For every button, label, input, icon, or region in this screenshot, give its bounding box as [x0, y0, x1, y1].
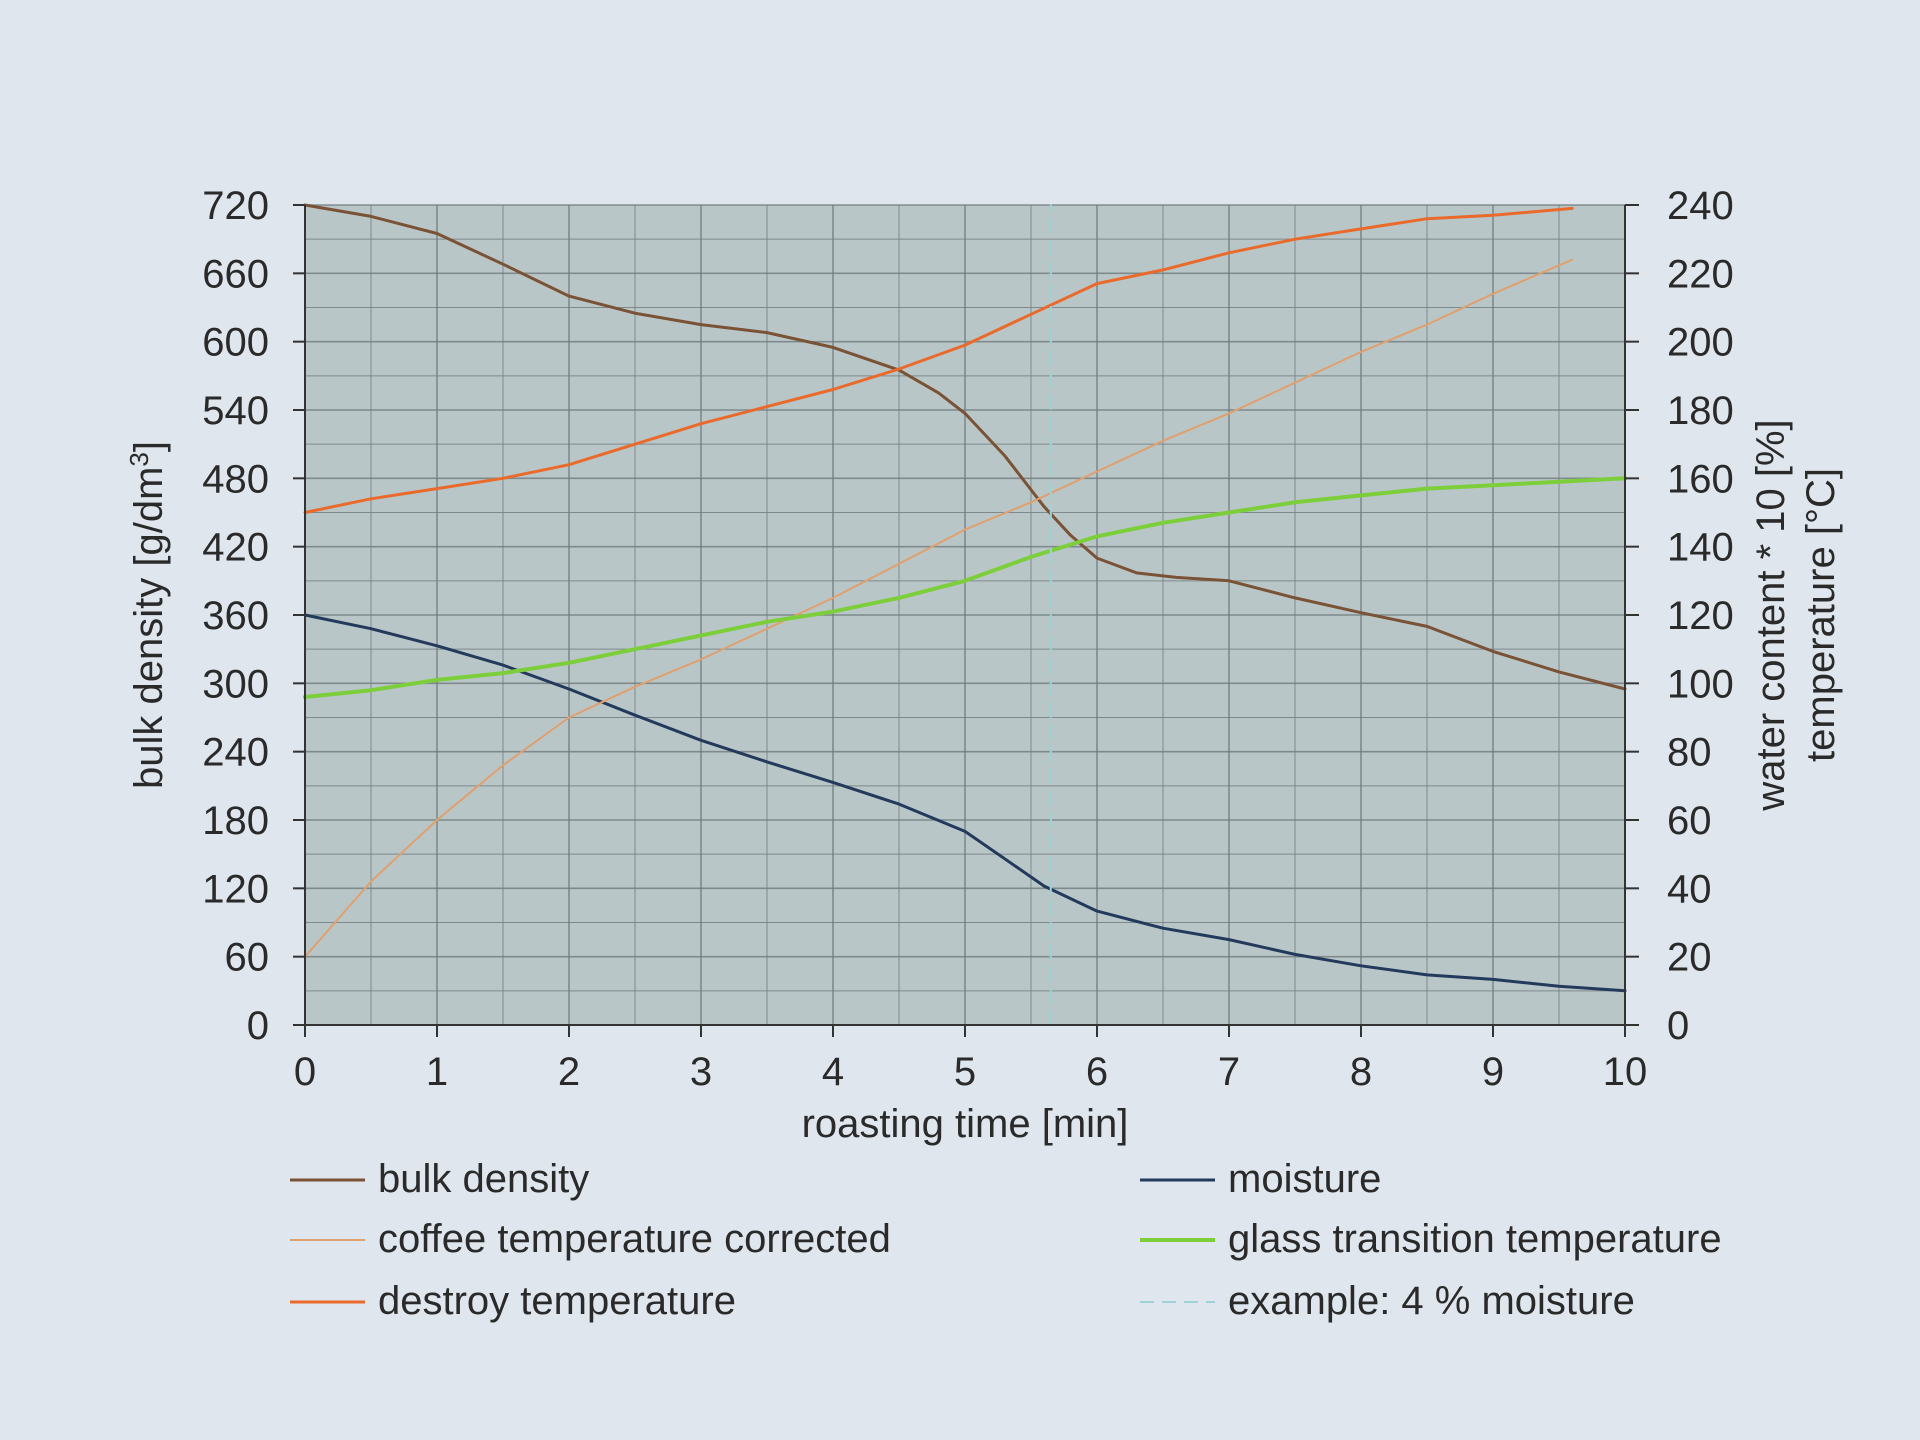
y-axis-right-title-temperature: temperature [°C] — [1799, 468, 1843, 762]
y-left-tick-label: 60 — [225, 936, 270, 980]
x-tick-label: 6 — [1086, 1050, 1108, 1094]
series-lines — [303, 203, 1627, 1026]
series-line-coffee-temperature-corrected — [304, 258, 1574, 958]
legend-label-destroy-temperature: destroy temperature — [378, 1279, 736, 1323]
y-left-tick-label: 660 — [202, 252, 269, 296]
legend: bulk density moisture coffee temperature c… — [290, 1157, 1722, 1323]
x-tick-label: 7 — [1218, 1050, 1240, 1094]
legend-label-glass-transition-temperature: glass transition temperature — [1228, 1217, 1722, 1261]
y-left-tick-label: 720 — [202, 184, 269, 228]
y-right-tick-label: 200 — [1667, 321, 1734, 365]
x-tick-label: 8 — [1350, 1050, 1372, 1094]
y-right-tick-label: 120 — [1667, 594, 1734, 638]
series-line-moisture — [303, 613, 1627, 993]
series-line-destroy-temperature — [303, 206, 1574, 514]
x-axis-title: roasting time [min] — [802, 1102, 1129, 1146]
y-left-tick-label: 480 — [202, 457, 269, 501]
tick-labels: 0 1 2 3 4 5 6 7 8 9 100601201802403003604204805406… — [202, 184, 1734, 1094]
legend-label-coffee-temperature-corrected: coffee temperature corrected — [378, 1217, 891, 1261]
x-tick-label: 2 — [558, 1050, 580, 1094]
y-right-tick-label: 160 — [1667, 457, 1734, 501]
y-left-tick-label: 120 — [202, 867, 269, 911]
y-right-tick-label: 40 — [1667, 867, 1712, 911]
x-tick-label: 0 — [294, 1050, 316, 1094]
axes — [293, 204, 1639, 1037]
y-left-tick-label: 240 — [202, 731, 269, 775]
x-tick-label: 9 — [1482, 1050, 1504, 1094]
y-right-tick-label: 60 — [1667, 799, 1712, 843]
y-left-tick-label: 540 — [202, 389, 269, 433]
y-right-tick-label: 100 — [1667, 662, 1734, 706]
x-tick-label: 5 — [954, 1050, 976, 1094]
y-right-tick-label: 80 — [1667, 731, 1712, 775]
legend-label-bulk-density: bulk density — [378, 1157, 589, 1201]
y-left-tick-label: 0 — [247, 1004, 269, 1048]
y-left-tick-label: 600 — [202, 321, 269, 365]
series-line-bulk-density — [303, 203, 1627, 691]
y-axis-left-title-close: ] — [127, 441, 171, 452]
legend-label-example-4-moisture: example: 4 % moisture — [1228, 1279, 1635, 1323]
y-left-tick-label: 180 — [202, 799, 269, 843]
y-right-tick-label: 20 — [1667, 936, 1712, 980]
y-right-tick-label: 0 — [1667, 1004, 1689, 1048]
y-right-tick-label: 220 — [1667, 252, 1734, 296]
y-left-tick-label: 300 — [202, 662, 269, 706]
grid-lines — [304, 204, 1626, 1026]
y-right-tick-label: 240 — [1667, 184, 1734, 228]
x-tick-label: 3 — [690, 1050, 712, 1094]
y-right-tick-label: 140 — [1667, 526, 1734, 570]
y-axis-left-title-superscript: 3 — [124, 452, 154, 466]
y-right-tick-label: 180 — [1667, 389, 1734, 433]
y-left-tick-label: 420 — [202, 526, 269, 570]
x-tick-label: 10 — [1603, 1050, 1648, 1094]
y-left-tick-label: 360 — [202, 594, 269, 638]
y-axis-left-title: bulk density [g/dm3] — [124, 441, 171, 789]
legend-label-moisture: moisture — [1228, 1157, 1381, 1201]
y-axis-right-title-water: water content * 10 [%] — [1749, 419, 1793, 811]
y-axis-left-title-main: bulk density [g/dm — [127, 467, 171, 789]
x-tick-label: 1 — [426, 1050, 448, 1094]
series-line-glass-transition-temperature — [303, 476, 1627, 699]
x-tick-label: 4 — [822, 1050, 844, 1094]
